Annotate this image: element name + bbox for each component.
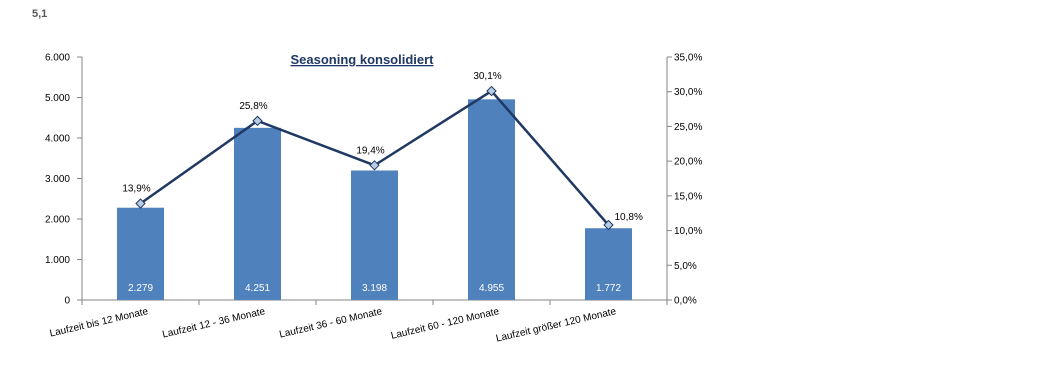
line-marker: [252, 115, 263, 127]
right-tick-label: 25,0%: [674, 122, 702, 133]
bar-value-label: 3.198: [362, 283, 387, 294]
line-series: [135, 85, 614, 231]
category-label: Laufzeit 12 - 36 Monate: [161, 306, 266, 340]
left-tick-label: 4.000: [45, 134, 70, 145]
bar: [117, 207, 164, 300]
right-tick-label: 5,0%: [674, 261, 697, 272]
bar-value-label: 4.955: [479, 283, 504, 294]
right-tick-label: 10,0%: [674, 226, 702, 237]
left-tick-label: 6.000: [45, 53, 70, 64]
bar-value-label: 1.772: [596, 283, 621, 294]
right-tick-label: 20,0%: [674, 157, 702, 168]
bar: [468, 99, 515, 300]
line-marker: [486, 85, 497, 97]
left-tick-label: 3.000: [45, 174, 70, 185]
bar-series: [117, 99, 632, 300]
left-tick-label: 0: [64, 296, 70, 307]
bar: [234, 127, 281, 300]
bar-value-label: 4.251: [245, 283, 270, 294]
right-tick-label: 0,0%: [674, 296, 697, 307]
category-label: Laufzeit 60 - 120 Monate: [390, 306, 501, 342]
category-label: Laufzeit 36 - 60 Monate: [278, 306, 383, 340]
left-tick-label: 1.000: [45, 255, 70, 266]
percent-label: 30,1%: [473, 71, 501, 82]
line-marker: [135, 198, 146, 209]
line-marker: [603, 219, 614, 231]
right-tick-label: 35,0%: [674, 53, 702, 64]
bar-value-label: 2.279: [128, 283, 153, 294]
right-tick-label: 30,0%: [674, 87, 702, 98]
page-number: 5,1: [32, 8, 48, 20]
chart-title: Seasoning konsolidiert: [290, 52, 434, 67]
category-label: Laufzeit bis 12 Monate: [49, 306, 150, 339]
percent-label: 25,8%: [239, 101, 267, 112]
line-marker: [369, 160, 380, 171]
percent-label: 10,8%: [615, 212, 643, 223]
bar: [351, 170, 398, 300]
percent-label: 13,9%: [122, 183, 150, 194]
left-tick-label: 2.000: [45, 215, 70, 226]
right-tick-label: 15,0%: [674, 191, 702, 202]
percent-label: 19,4%: [356, 145, 384, 156]
category-label: Laufzeit größer 120 Monate: [495, 306, 618, 344]
data-labels: 2.279 4.251 3.198 4.955 1.772 13,9% 25,8% 19,4%…: [122, 71, 643, 294]
left-tick-label: 5.000: [45, 93, 70, 104]
bar: [585, 228, 632, 300]
